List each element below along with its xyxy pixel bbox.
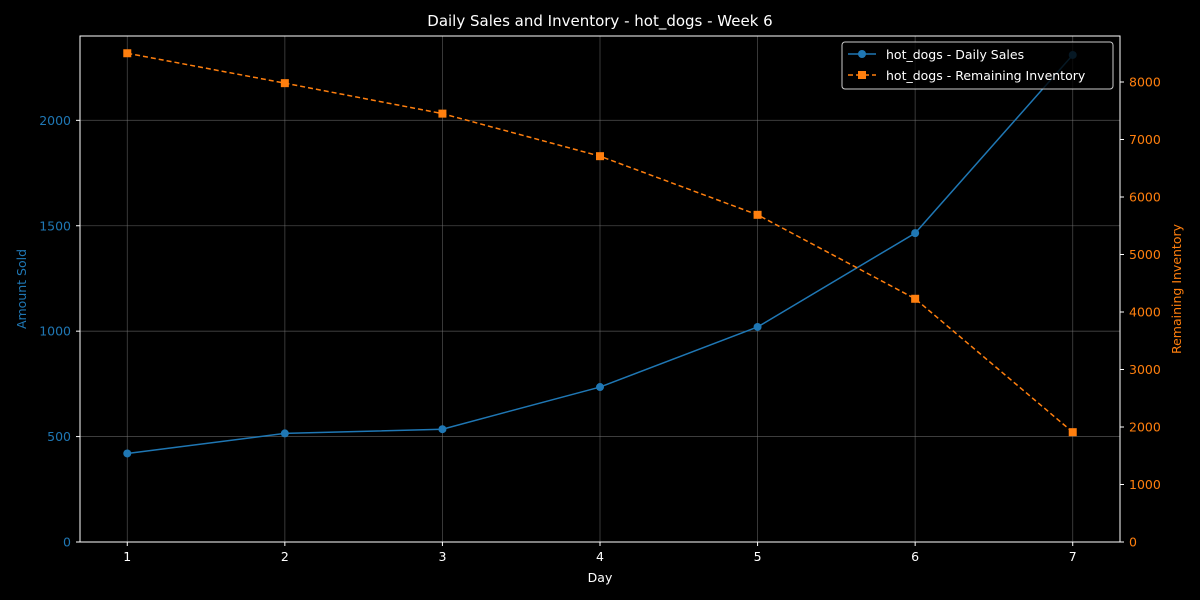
x-tick-label: 1: [123, 549, 131, 564]
inventory-point: [280, 79, 289, 88]
inventory-point: [911, 294, 920, 303]
right-y-tick-label: 0: [1129, 535, 1137, 550]
legend: hot_dogs - Daily Sales hot_dogs - Remain…: [841, 41, 1114, 90]
right-y-axis-ticks: 0 1000 2000 3000 4000 5000 6000 7000 8000: [1120, 75, 1161, 550]
x-tick-label: 7: [1069, 549, 1077, 564]
legend-inventory-label: hot_dogs - Remaining Inventory: [886, 68, 1086, 83]
right-y-tick-label: 4000: [1129, 305, 1161, 320]
sales-point: [123, 449, 132, 458]
legend-box: [841, 41, 1114, 90]
x-tick-label: 2: [281, 549, 289, 564]
left-y-axis-label: Amount Sold: [14, 249, 29, 329]
x-axis-label: Day: [588, 570, 613, 585]
series-layer: [123, 49, 1077, 458]
inventory-point: [123, 49, 132, 58]
x-axis-ticks: 1 2 3 4 5 6 7: [123, 542, 1077, 564]
sales-point: [911, 229, 920, 238]
x-tick-label: 4: [596, 549, 604, 564]
left-y-axis-ticks: 0 500 1000 1500 2000: [39, 113, 80, 550]
right-y-tick-label: 3000: [1129, 362, 1161, 377]
sales-point: [280, 429, 289, 438]
left-y-tick-label: 2000: [39, 113, 71, 128]
inventory-point: [438, 109, 447, 118]
sales-point: [438, 425, 447, 434]
x-tick-label: 3: [438, 549, 446, 564]
left-y-tick-label: 1000: [39, 324, 71, 339]
right-y-tick-label: 8000: [1129, 75, 1161, 90]
left-y-tick-label: 0: [63, 535, 71, 550]
legend-sales-marker: [858, 50, 866, 58]
inventory-point: [1068, 428, 1077, 437]
x-tick-label: 6: [911, 549, 919, 564]
right-y-tick-label: 7000: [1129, 132, 1161, 147]
right-y-tick-label: 5000: [1129, 247, 1161, 262]
left-y-tick-label: 1500: [39, 218, 71, 233]
right-y-tick-label: 6000: [1129, 190, 1161, 205]
inventory-point: [596, 152, 604, 161]
legend-inventory-marker: [858, 71, 866, 79]
x-tick-label: 5: [754, 549, 762, 564]
chart-title: Daily Sales and Inventory - hot_dogs - W…: [427, 12, 772, 31]
legend-sales-label: hot_dogs - Daily Sales: [886, 47, 1024, 62]
right-y-tick-label: 2000: [1129, 420, 1161, 435]
sales-point: [753, 322, 762, 331]
right-y-axis-label: Remaining Inventory: [1169, 223, 1184, 354]
right-y-tick-label: 1000: [1129, 477, 1161, 492]
sales-point: [596, 383, 604, 392]
left-y-tick-label: 500: [47, 429, 71, 444]
inventory-point: [753, 210, 762, 219]
